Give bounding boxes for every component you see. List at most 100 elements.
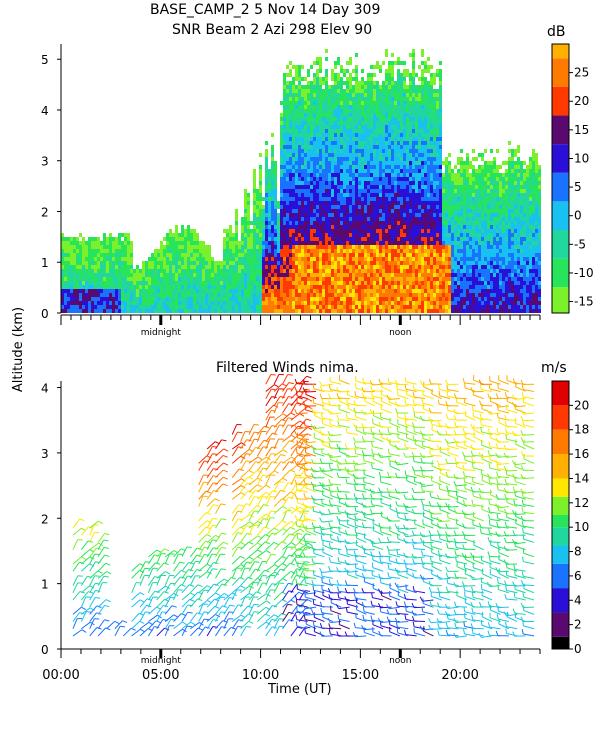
snr-cell: [379, 205, 382, 209]
snr-cell: [301, 137, 304, 141]
snr-cell: [328, 129, 331, 133]
snr-cell: [421, 297, 424, 301]
snr-cell: [139, 309, 142, 313]
snr-cell: [292, 269, 295, 273]
snr-cell: [211, 261, 214, 265]
snr-cell: [265, 261, 268, 265]
snr-cell: [322, 261, 325, 265]
snr-cell: [343, 213, 346, 217]
snr-cell: [295, 217, 298, 221]
snr-cell: [292, 273, 295, 277]
snr-cell: [136, 305, 139, 309]
snr-cell: [382, 109, 385, 113]
snr-cell: [349, 249, 352, 253]
snr-cell: [175, 261, 178, 265]
snr-cell: [208, 293, 211, 297]
snr-cell: [427, 93, 430, 97]
snr-cell: [388, 253, 391, 257]
snr-cell: [331, 169, 334, 173]
snr-cell: [319, 293, 322, 297]
snr-cell: [70, 301, 73, 305]
snr-cell: [325, 125, 328, 129]
snr-cell: [256, 285, 259, 289]
snr-cell: [355, 125, 358, 129]
snr-cell: [421, 217, 424, 221]
snr-cell: [289, 217, 292, 221]
snr-cell: [316, 209, 319, 213]
snr-cell: [322, 241, 325, 245]
snr-cell: [70, 297, 73, 301]
snr-cell: [169, 237, 172, 241]
snr-cell: [355, 153, 358, 157]
snr-cell: [340, 257, 343, 261]
snr-cell: [427, 161, 430, 165]
snr-cell: [322, 253, 325, 257]
snr-cell: [442, 193, 445, 197]
snr-cell: [406, 253, 409, 257]
snr-cell: [265, 273, 268, 277]
snr-cell: [325, 257, 328, 261]
snr-cell: [319, 285, 322, 289]
snr-cell: [310, 209, 313, 213]
snr-cell: [235, 285, 238, 289]
snr-cell: [196, 289, 199, 293]
snr-cell: [211, 265, 214, 269]
snr-cell: [187, 237, 190, 241]
snr-cell: [286, 145, 289, 149]
snr-cell: [421, 269, 424, 273]
snr-cell: [148, 261, 151, 265]
snr-cell: [394, 109, 397, 113]
snr-cell: [436, 209, 439, 213]
snr-cell: [367, 209, 370, 213]
snr-cell: [313, 205, 316, 209]
snr-cell: [172, 265, 175, 269]
snr-cell: [298, 121, 301, 125]
snr-cell: [268, 225, 271, 229]
snr-cell: [361, 297, 364, 301]
snr-cell: [424, 281, 427, 285]
snr-cell: [352, 173, 355, 177]
snr-cell: [388, 121, 391, 125]
snr-cell: [358, 309, 361, 313]
snr-cell: [397, 289, 400, 293]
snr-cell: [127, 269, 130, 273]
snr-cell: [424, 85, 427, 89]
snr-cell: [433, 125, 436, 129]
snr-cell: [385, 133, 388, 137]
snr-cell: [445, 225, 448, 229]
snr-cell: [280, 309, 283, 313]
snr-cell: [430, 185, 433, 189]
snr-cell: [136, 269, 139, 273]
snr-cell: [448, 257, 451, 261]
snr-cell: [421, 73, 424, 77]
snr-cell: [364, 265, 367, 269]
snr-cell: [397, 101, 400, 105]
snr-cell: [400, 265, 403, 269]
snr-cell: [253, 181, 256, 185]
snr-cell: [91, 253, 94, 257]
snr-cell: [349, 81, 352, 85]
snr-cell: [226, 229, 229, 233]
snr-cell: [397, 121, 400, 125]
snr-cell: [379, 233, 382, 237]
snr-cell: [403, 309, 406, 313]
snr-cell: [328, 233, 331, 237]
snr-cell: [391, 177, 394, 181]
snr-cell: [439, 297, 442, 301]
snr-cell: [442, 269, 445, 273]
snr-cell: [229, 245, 232, 249]
snr-cell: [376, 117, 379, 121]
snr-cell: [409, 93, 412, 97]
snr-cell: [448, 177, 451, 181]
snr-cell: [316, 105, 319, 109]
snr-cell: [70, 253, 73, 257]
snr-cell: [397, 129, 400, 133]
snr-cell: [193, 269, 196, 273]
snr-cell: [166, 269, 169, 273]
snr-cell: [151, 309, 154, 313]
snr-cell: [355, 105, 358, 109]
snr-cell: [313, 77, 316, 81]
snr-cell: [310, 273, 313, 277]
snr-cell: [307, 89, 310, 93]
snr-cell: [298, 209, 301, 213]
